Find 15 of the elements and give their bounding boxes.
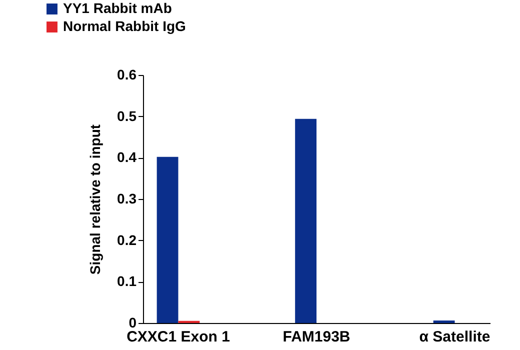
y-tick-label: 0.2	[117, 232, 137, 248]
legend-label: Normal Rabbit IgG	[63, 18, 186, 34]
x-tick-label: CXXC1 Exon 1	[126, 328, 230, 346]
x-tick-label: FAM193B	[282, 328, 350, 346]
y-tick-label: 0.1	[117, 273, 137, 290]
bar	[156, 156, 178, 323]
y-tick-label: 0.3	[117, 190, 137, 206]
y-tick-label: 0.5	[117, 108, 137, 124]
y-tick-label: 0.4	[117, 149, 137, 166]
legend-label: YY1 Rabbit mAb	[63, 0, 172, 16]
y-tick-label: 0.6	[117, 66, 137, 82]
bar	[295, 118, 316, 323]
y-tick-label: 0	[128, 314, 137, 330]
x-tick-label: α Satellite	[419, 328, 490, 346]
y-axis-title: Signal relative to input	[87, 124, 104, 275]
